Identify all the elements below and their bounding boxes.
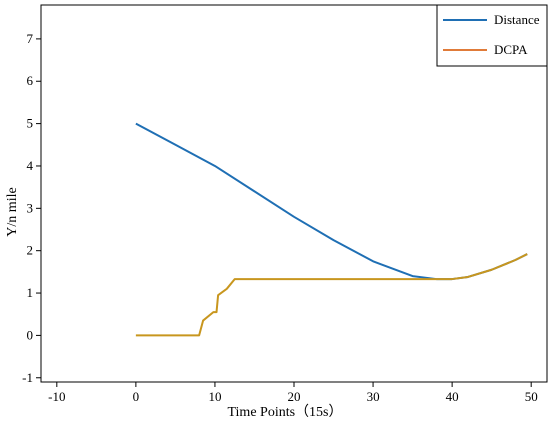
legend-box xyxy=(436,4,548,67)
y-tick-label: 6 xyxy=(27,73,34,88)
y-tick-label: 0 xyxy=(27,327,34,342)
y-tick-label: 7 xyxy=(27,31,34,46)
series-lines xyxy=(135,122,528,337)
series-line-dcpa xyxy=(135,253,528,337)
x-tick-label: 50 xyxy=(525,389,538,404)
legend: Distance DCPA xyxy=(436,4,548,67)
x-tick-label: 0 xyxy=(133,389,140,404)
y-tick-label: -1 xyxy=(22,370,33,385)
legend-label-dcpa: DCPA xyxy=(494,42,528,57)
y-tick-label: 5 xyxy=(27,116,34,131)
series-line-distance xyxy=(135,122,528,281)
x-tick-label: 40 xyxy=(446,389,459,404)
x-tick-label: 20 xyxy=(288,389,301,404)
x-tick-label: 10 xyxy=(208,389,221,404)
y-tick-label: 2 xyxy=(27,243,34,258)
y-tick-label: 3 xyxy=(27,200,34,215)
x-tick-label: -10 xyxy=(48,389,65,404)
x-axis-label: Time Points（15s） xyxy=(227,404,342,420)
y-tick-label: 4 xyxy=(27,158,34,173)
y-tick-label: 1 xyxy=(27,285,34,300)
x-tick-label: 30 xyxy=(367,389,380,404)
legend-label-distance: Distance xyxy=(494,12,540,27)
y-axis-label: Y/n mile xyxy=(5,187,20,236)
